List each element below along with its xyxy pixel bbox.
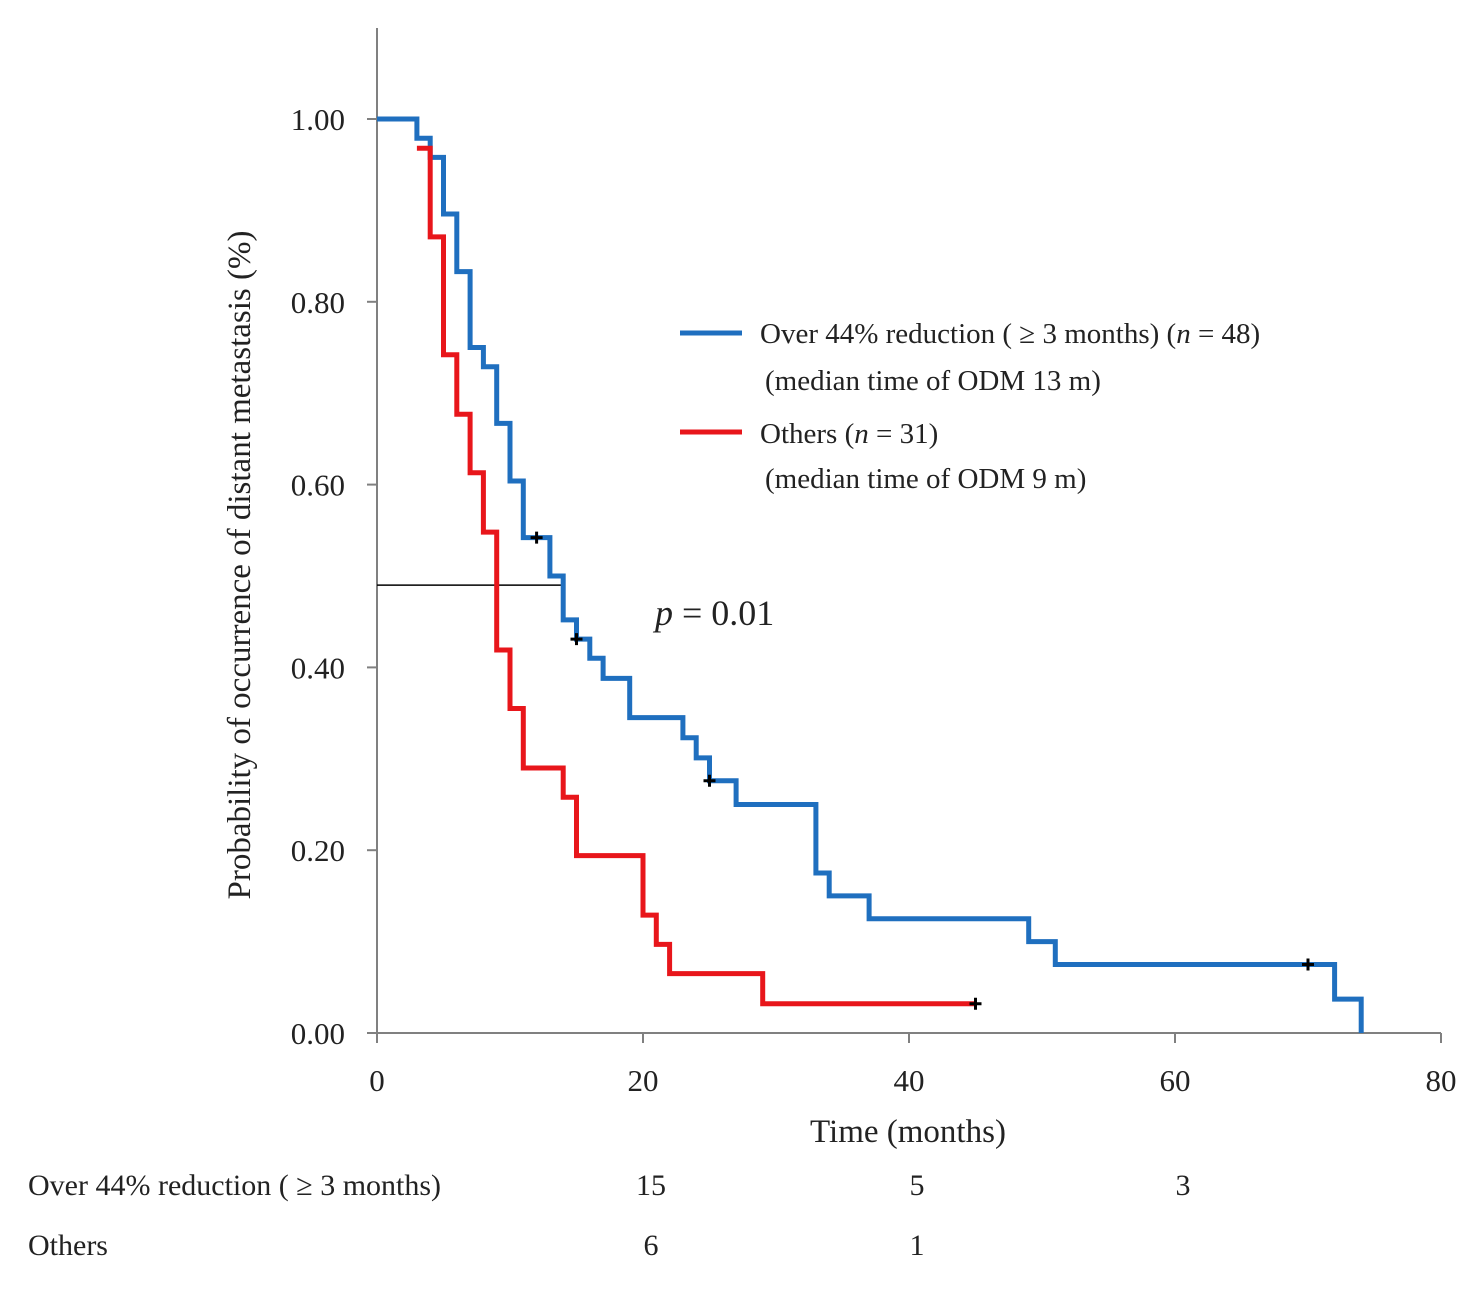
- censor-mark-series-1: [703, 774, 716, 787]
- legend-prefix-series-2: Others (: [760, 418, 854, 450]
- x-tick-label: 80: [1426, 1063, 1457, 1098]
- risk-row-label-1: Over 44% reduction ( ≥ 3 months): [28, 1169, 441, 1202]
- x-tick-label: 40: [894, 1063, 925, 1098]
- p-value-symbol: p: [652, 593, 673, 633]
- x-tick-label: 0: [369, 1063, 385, 1098]
- y-axis-label: Probability of occurrence of distant met…: [222, 231, 258, 900]
- legend-sub-series-1: (median time of ODM 13 m): [765, 365, 1101, 397]
- y-tick-label: 0.80: [291, 285, 345, 320]
- risk-table: Over 44% reduction ( ≥ 3 months) Others …: [28, 1169, 1191, 1262]
- legend-prefix-series-1: Over 44% reduction ( ≥ 3 months) (: [760, 318, 1176, 350]
- legend-n-series-1: n: [1176, 318, 1191, 350]
- series-layer: [377, 116, 1364, 1033]
- risk-counts: 15 5 3 6 1: [636, 1169, 1191, 1262]
- legend: Over 44% reduction ( ≥ 3 months) (n = 48…: [680, 318, 1260, 495]
- y-tick-label: 0.00: [291, 1016, 345, 1051]
- y-tick-label: 0.20: [291, 833, 345, 868]
- y-tick-label: 1.00: [291, 102, 345, 137]
- risk-count-row-2: 6: [644, 1229, 659, 1262]
- p-value-text: = 0.01: [673, 593, 774, 633]
- p-value-annotation: p = 0.01: [652, 593, 774, 633]
- legend-label-series-1: Over 44% reduction ( ≥ 3 months) (n = 48…: [760, 318, 1260, 350]
- censor-mark-series-2: [969, 997, 982, 1010]
- x-tick-label: 20: [628, 1063, 659, 1098]
- legend-suffix-series-1: = 48): [1191, 318, 1261, 350]
- y-tick-label: 0.40: [291, 650, 345, 685]
- risk-row-label-2: Others: [28, 1229, 108, 1262]
- tick-labels: 0.00 0.20 0.40 0.60 0.80 1.00 0 20 40 60 80: [291, 102, 1457, 1098]
- legend-label-series-2: Others (n = 31): [760, 418, 938, 450]
- legend-suffix-series-2: = 31): [869, 418, 939, 450]
- legend-n-series-2: n: [854, 418, 869, 450]
- censor-mark-series-1: [1302, 958, 1314, 971]
- censor-mark-series-1: [570, 633, 583, 646]
- censor-mark-series-1: [530, 531, 543, 544]
- x-tick-label: 60: [1160, 1063, 1191, 1098]
- risk-count-row-1: 5: [910, 1169, 925, 1202]
- series-line-1: [377, 116, 1364, 1033]
- x-axis-label: Time (months): [810, 1114, 1006, 1150]
- axes: [367, 28, 1442, 1043]
- series-line-2: [416, 145, 976, 1007]
- risk-count-row-1: 15: [636, 1169, 666, 1202]
- risk-count-row-2: 1: [910, 1229, 925, 1262]
- risk-count-row-1: 3: [1176, 1169, 1191, 1202]
- y-tick-label: 0.60: [291, 468, 345, 503]
- legend-sub-series-2: (median time of ODM 9 m): [765, 463, 1086, 495]
